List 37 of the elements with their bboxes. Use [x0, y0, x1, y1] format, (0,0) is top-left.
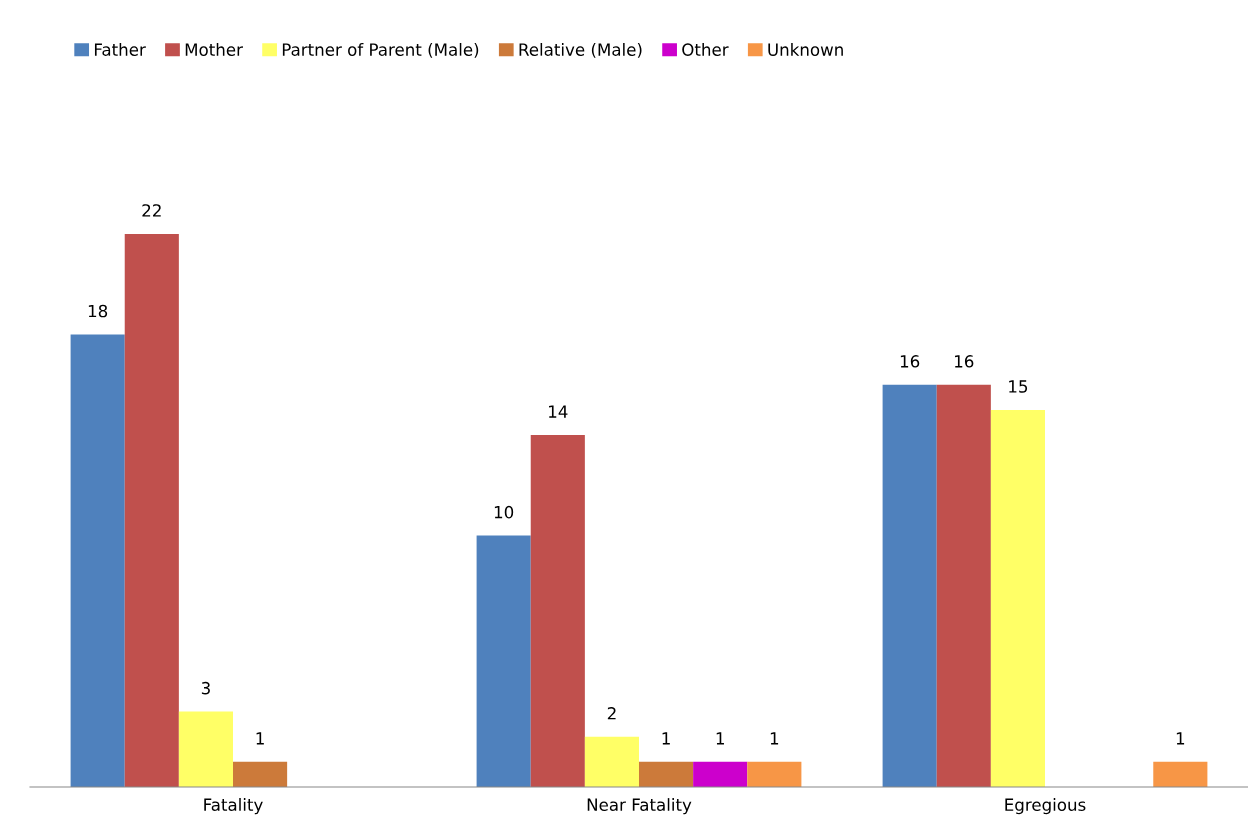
legend-label: Relative (Male) — [519, 43, 642, 58]
data-label: 1 — [770, 732, 779, 745]
bar — [936, 384, 991, 787]
data-label: 14 — [549, 405, 568, 418]
bar — [747, 761, 802, 787]
bar — [639, 761, 694, 787]
data-label: 1 — [1176, 732, 1185, 745]
data-label: 22 — [142, 204, 161, 217]
data-label: 1 — [662, 732, 670, 745]
bar — [882, 384, 937, 787]
bar — [990, 409, 1045, 787]
bar — [124, 233, 179, 787]
bar — [178, 711, 233, 787]
data-label: 15 — [1009, 380, 1028, 393]
bar — [233, 761, 288, 787]
bar — [693, 761, 748, 787]
data-label: 16 — [955, 355, 974, 368]
data-label: 10 — [494, 505, 514, 519]
x-tick-label: Fatality — [204, 798, 263, 815]
bar — [1153, 761, 1208, 787]
data-label: 16 — [900, 355, 920, 368]
legend-label: Partner of Parent (Male) — [282, 43, 479, 58]
x-tick-label: Near Fatality — [587, 798, 692, 815]
data-label: 1 — [716, 732, 724, 745]
data-label: 1 — [256, 732, 264, 745]
legend-label: Unknown — [768, 43, 843, 56]
data-label: 2 — [607, 706, 616, 720]
bar — [70, 334, 125, 787]
bar — [584, 736, 639, 787]
bar — [476, 535, 531, 787]
legend-label: Father — [94, 43, 146, 56]
data-label: 3 — [201, 681, 210, 695]
data-label: 18 — [88, 304, 108, 318]
x-tick-label: Egregious — [1005, 798, 1086, 815]
legend-label: Mother — [185, 43, 243, 56]
legend-label: Other — [682, 43, 729, 56]
bar — [530, 435, 585, 787]
